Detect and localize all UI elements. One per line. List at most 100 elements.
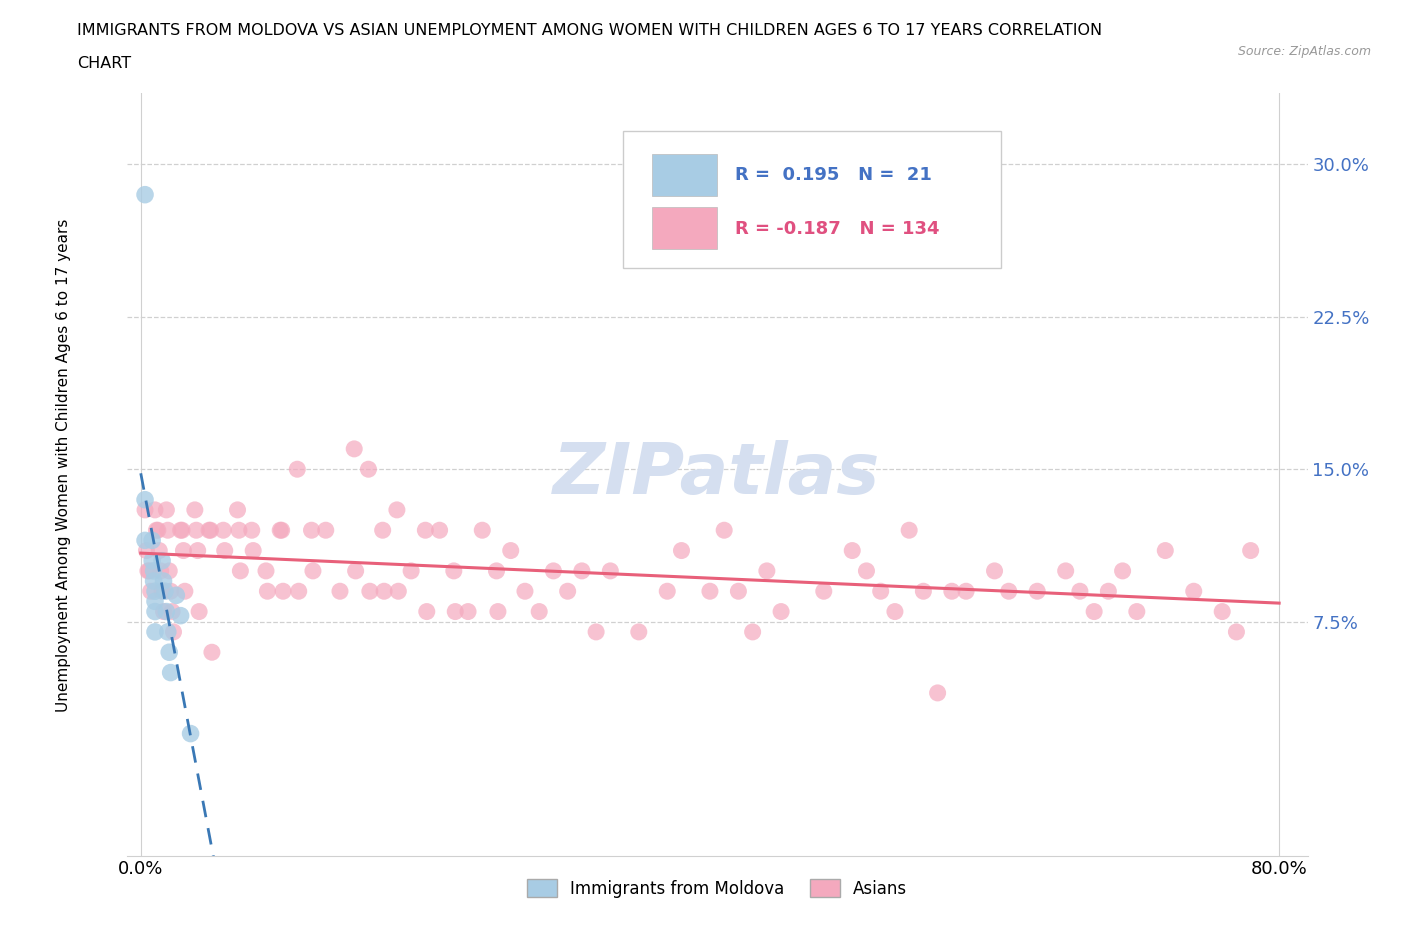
Point bbox=[198, 523, 221, 538]
Point bbox=[416, 604, 439, 619]
Point bbox=[188, 604, 211, 619]
Point bbox=[187, 543, 209, 558]
Point bbox=[145, 523, 167, 538]
Point bbox=[657, 584, 679, 599]
Point bbox=[152, 604, 174, 619]
Point bbox=[983, 564, 1005, 578]
Point bbox=[134, 492, 156, 507]
Point bbox=[527, 604, 550, 619]
Point bbox=[270, 523, 292, 538]
Point bbox=[150, 553, 173, 568]
Point bbox=[143, 594, 166, 609]
Point bbox=[1069, 584, 1091, 599]
Point bbox=[152, 574, 174, 589]
Point bbox=[143, 584, 166, 599]
Point bbox=[180, 726, 202, 741]
Text: IMMIGRANTS FROM MOLDOVA VS ASIAN UNEMPLOYMENT AMONG WOMEN WITH CHILDREN AGES 6 T: IMMIGRANTS FROM MOLDOVA VS ASIAN UNEMPLO… bbox=[77, 23, 1102, 38]
Point bbox=[148, 543, 170, 558]
Point bbox=[499, 543, 522, 558]
Point bbox=[159, 665, 181, 680]
Point bbox=[153, 584, 176, 599]
Point bbox=[162, 624, 184, 639]
Point bbox=[399, 564, 422, 578]
Point bbox=[172, 543, 194, 558]
Point bbox=[134, 187, 156, 202]
Point bbox=[770, 604, 793, 619]
Point bbox=[813, 584, 835, 599]
Point bbox=[226, 502, 249, 517]
Point bbox=[1126, 604, 1149, 619]
Point bbox=[212, 523, 235, 538]
Point bbox=[184, 502, 207, 517]
Point bbox=[429, 523, 451, 538]
Point bbox=[713, 523, 735, 538]
Point bbox=[343, 442, 366, 457]
Point bbox=[444, 604, 467, 619]
Point bbox=[599, 564, 621, 578]
Point bbox=[513, 584, 536, 599]
Point bbox=[457, 604, 479, 619]
Text: CHART: CHART bbox=[77, 56, 131, 71]
FancyBboxPatch shape bbox=[623, 131, 1001, 269]
Point bbox=[1182, 584, 1205, 599]
Point bbox=[471, 523, 494, 538]
Point bbox=[755, 564, 778, 578]
Point bbox=[486, 604, 509, 619]
Point bbox=[627, 624, 650, 639]
Point bbox=[1240, 543, 1263, 558]
Point bbox=[150, 584, 173, 599]
Point bbox=[371, 523, 394, 538]
Text: R = -0.187   N = 134: R = -0.187 N = 134 bbox=[735, 219, 939, 238]
Point bbox=[142, 574, 165, 589]
Point bbox=[159, 584, 181, 599]
Point bbox=[157, 564, 180, 578]
Point bbox=[1154, 543, 1177, 558]
Point bbox=[699, 584, 721, 599]
Point bbox=[170, 523, 193, 538]
Point bbox=[557, 584, 579, 599]
Point bbox=[146, 523, 169, 538]
Point bbox=[155, 604, 177, 619]
Point bbox=[242, 543, 264, 558]
Point bbox=[165, 588, 187, 603]
Point bbox=[214, 543, 236, 558]
Point bbox=[240, 523, 263, 538]
Point bbox=[884, 604, 907, 619]
FancyBboxPatch shape bbox=[652, 154, 717, 196]
Point bbox=[1054, 564, 1077, 578]
Point bbox=[359, 584, 381, 599]
Point bbox=[869, 584, 891, 599]
Point bbox=[156, 624, 179, 639]
Point bbox=[955, 584, 977, 599]
Point bbox=[727, 584, 749, 599]
Point bbox=[1097, 584, 1119, 599]
Point bbox=[1225, 624, 1247, 639]
Point bbox=[143, 502, 166, 517]
Point bbox=[143, 604, 166, 619]
Text: Source: ZipAtlas.com: Source: ZipAtlas.com bbox=[1237, 45, 1371, 58]
Point bbox=[134, 502, 156, 517]
Point bbox=[898, 523, 921, 538]
Point bbox=[912, 584, 935, 599]
Point bbox=[443, 564, 465, 578]
Point bbox=[143, 624, 166, 639]
Point bbox=[200, 523, 222, 538]
Point bbox=[1026, 584, 1049, 599]
Point bbox=[229, 564, 252, 578]
Point bbox=[139, 584, 162, 599]
Point bbox=[585, 624, 607, 639]
Point bbox=[201, 644, 224, 659]
Point bbox=[138, 564, 160, 578]
Point bbox=[387, 584, 409, 599]
Point bbox=[485, 564, 508, 578]
Point bbox=[315, 523, 337, 538]
Text: R =  0.195   N =  21: R = 0.195 N = 21 bbox=[735, 166, 932, 184]
Point bbox=[135, 543, 157, 558]
Point bbox=[149, 564, 172, 578]
Point bbox=[287, 584, 309, 599]
Point bbox=[941, 584, 963, 599]
Point bbox=[155, 502, 177, 517]
Point bbox=[142, 564, 165, 578]
Point bbox=[1083, 604, 1105, 619]
Point bbox=[186, 523, 208, 538]
